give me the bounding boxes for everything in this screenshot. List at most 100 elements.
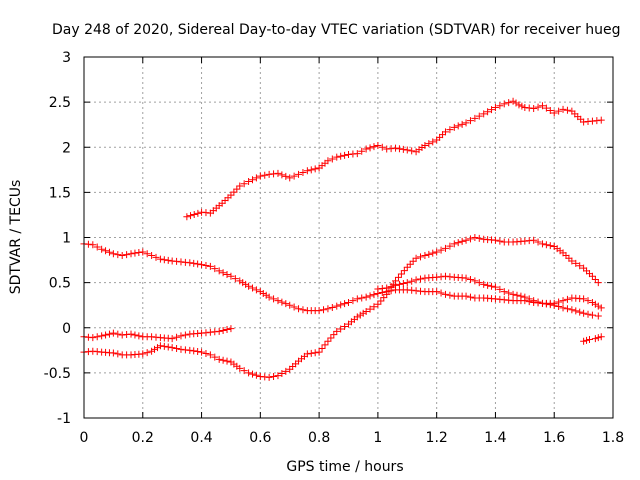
data-point <box>299 306 307 314</box>
data-point <box>230 188 238 196</box>
data-point <box>496 102 504 110</box>
data-point <box>594 334 602 342</box>
data-point <box>242 280 250 288</box>
data-point <box>588 272 596 280</box>
data-point <box>245 178 253 186</box>
data-point <box>392 144 400 152</box>
data-point <box>109 250 117 258</box>
data-point <box>594 312 602 320</box>
data-point <box>290 172 298 180</box>
data-point <box>475 279 483 287</box>
data-point <box>143 349 151 357</box>
data-point <box>550 299 558 307</box>
data-point <box>542 241 550 249</box>
series-series-6 <box>580 333 605 345</box>
data-point <box>588 298 596 306</box>
data-point <box>362 293 370 301</box>
data-point <box>568 257 576 265</box>
data-point <box>236 364 244 372</box>
data-point <box>328 155 336 163</box>
x-tick-label: 0.2 <box>132 430 154 446</box>
data-point <box>366 305 374 313</box>
data-point <box>223 357 231 365</box>
data-point <box>333 153 341 161</box>
data-point <box>227 191 235 199</box>
data-point <box>215 267 223 275</box>
data-point <box>462 274 470 282</box>
x-tick-label: 1.6 <box>543 430 565 446</box>
series-series-2 <box>80 240 602 320</box>
data-point <box>509 97 517 105</box>
data-point <box>580 337 588 345</box>
data-point <box>591 275 599 283</box>
data-point <box>484 108 492 116</box>
data-point <box>131 249 139 257</box>
data-point <box>546 242 554 250</box>
data-point <box>421 141 429 149</box>
data-point <box>278 298 286 306</box>
data-point <box>491 283 499 291</box>
data-point <box>278 369 286 377</box>
y-tick-label: 3 <box>62 50 71 66</box>
data-point <box>248 370 256 378</box>
data-point <box>395 145 403 153</box>
data-point <box>425 250 433 258</box>
data-point <box>471 114 479 122</box>
data-point <box>515 101 523 109</box>
data-point <box>337 301 345 309</box>
data-point <box>378 143 386 151</box>
data-point <box>471 277 479 285</box>
y-tick-label: 0 <box>62 321 71 337</box>
series-series-3 <box>80 325 235 343</box>
data-point <box>252 286 260 294</box>
data-point <box>341 323 349 331</box>
data-point <box>114 350 122 358</box>
x-tick-label: 1.4 <box>484 430 506 446</box>
data-point <box>102 247 110 255</box>
data-point <box>591 335 599 343</box>
data-point <box>345 298 352 306</box>
data-point <box>139 248 147 256</box>
data-point <box>580 309 588 317</box>
data-point <box>282 172 290 180</box>
data-point <box>591 300 599 308</box>
data-point <box>219 326 227 334</box>
x-tick-label: 0.4 <box>190 430 212 446</box>
data-point <box>597 304 605 312</box>
data-point <box>446 126 454 134</box>
data-point <box>299 169 307 177</box>
data-point <box>353 150 361 158</box>
data-point <box>206 262 214 270</box>
data-point <box>534 103 542 111</box>
data-point <box>425 140 433 148</box>
data-point <box>177 332 185 340</box>
series-series-4 <box>80 234 602 381</box>
data-point <box>563 305 571 313</box>
data-point <box>450 240 458 248</box>
data-point <box>509 290 517 298</box>
data-point <box>307 166 315 174</box>
data-point <box>127 250 135 258</box>
data-point <box>534 298 542 306</box>
y-tick-label: -0.5 <box>44 366 71 382</box>
data-point <box>362 145 370 153</box>
data-point <box>597 333 605 341</box>
data-point <box>233 185 241 193</box>
data-point <box>198 348 206 356</box>
data-point <box>594 302 602 310</box>
data-point <box>484 281 492 289</box>
data-point <box>105 330 113 338</box>
data-point <box>330 331 338 339</box>
data-point <box>236 182 244 190</box>
x-tick-label: 0.6 <box>249 430 271 446</box>
data-point <box>380 294 388 302</box>
data-point <box>139 350 147 358</box>
data-point <box>194 209 202 217</box>
data-point <box>559 105 567 113</box>
data-point <box>417 275 425 283</box>
data-point <box>530 104 538 112</box>
data-point <box>403 146 411 154</box>
data-point <box>584 310 592 318</box>
data-point <box>194 260 202 268</box>
